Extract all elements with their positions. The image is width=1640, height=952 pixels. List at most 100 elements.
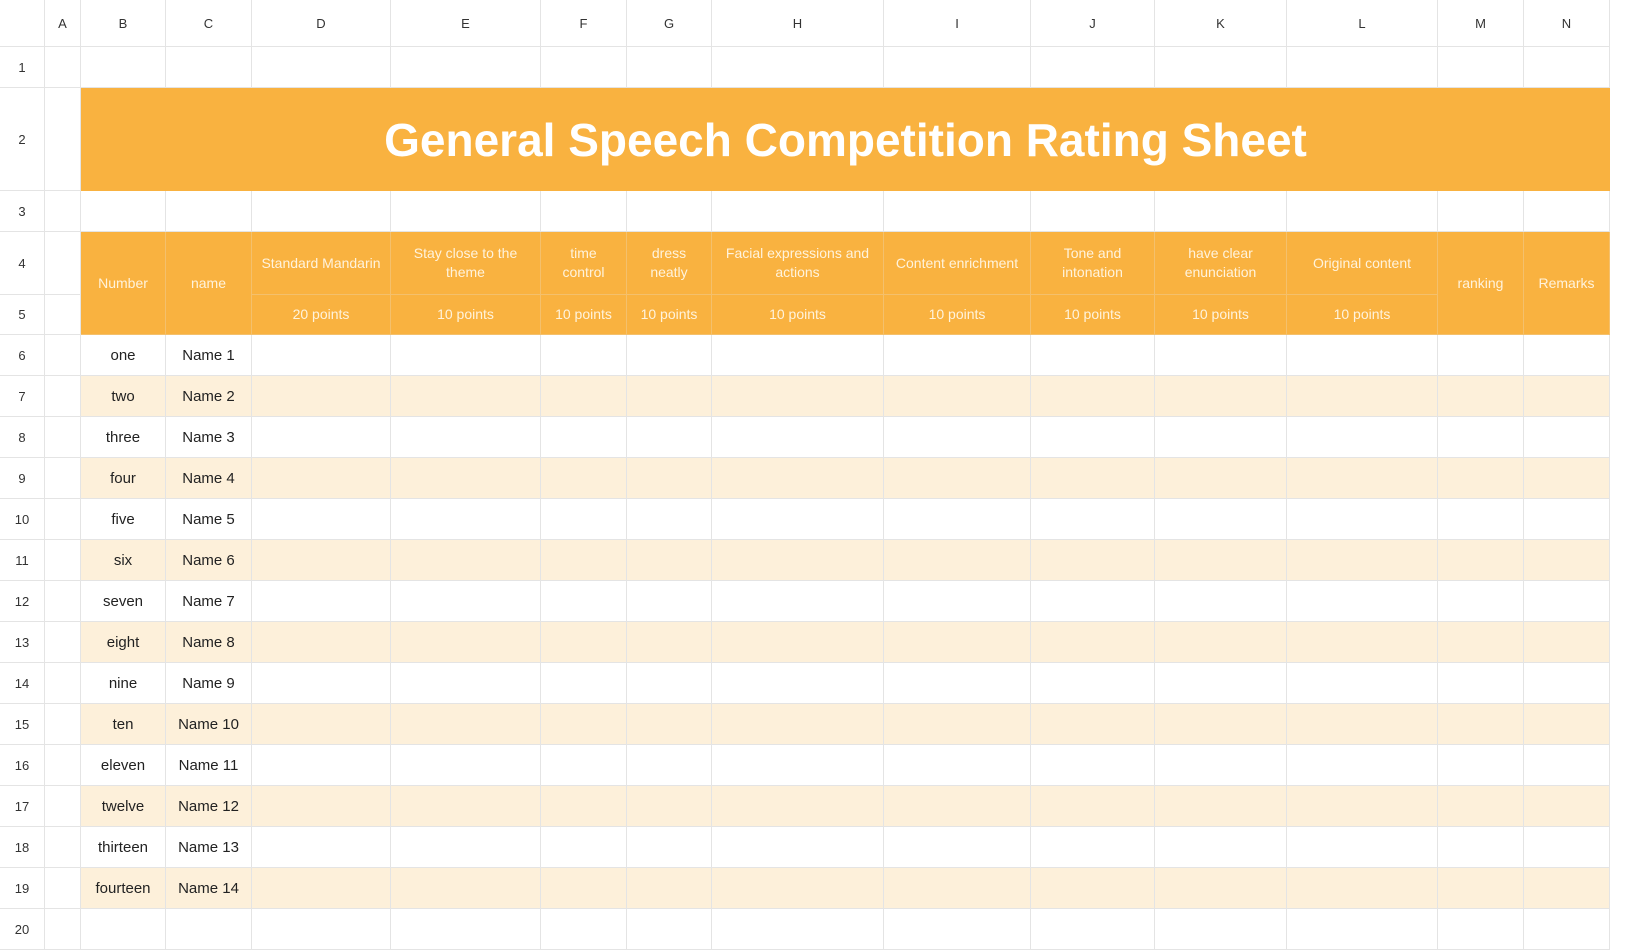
- header-cell[interactable]: Remarks: [1524, 232, 1610, 335]
- score-cell[interactable]: [884, 499, 1031, 540]
- score-cell[interactable]: [884, 335, 1031, 376]
- score-cell[interactable]: [1438, 335, 1524, 376]
- row-header[interactable]: 10: [0, 499, 45, 540]
- cell[interactable]: [45, 786, 81, 827]
- score-cell[interactable]: [1287, 499, 1438, 540]
- score-cell[interactable]: [1155, 868, 1287, 909]
- score-cell[interactable]: [1031, 704, 1155, 745]
- name-cell[interactable]: Name 5: [166, 499, 252, 540]
- name-cell[interactable]: Name 4: [166, 458, 252, 499]
- cell[interactable]: [1524, 47, 1610, 88]
- cell[interactable]: [1031, 191, 1155, 232]
- cell[interactable]: [391, 191, 541, 232]
- cell[interactable]: [81, 909, 166, 950]
- cell[interactable]: [541, 47, 627, 88]
- cell[interactable]: [541, 191, 627, 232]
- row-header[interactable]: 19: [0, 868, 45, 909]
- score-cell[interactable]: [884, 417, 1031, 458]
- score-cell[interactable]: [391, 704, 541, 745]
- score-cell[interactable]: [1155, 786, 1287, 827]
- score-cell[interactable]: [1031, 376, 1155, 417]
- criterion-points[interactable]: 10 points: [1287, 295, 1438, 335]
- score-cell[interactable]: [391, 745, 541, 786]
- score-cell[interactable]: [1438, 622, 1524, 663]
- score-cell[interactable]: [884, 786, 1031, 827]
- cell[interactable]: [45, 232, 81, 295]
- number-cell[interactable]: three: [81, 417, 166, 458]
- row-header[interactable]: 13: [0, 622, 45, 663]
- score-cell[interactable]: [1438, 458, 1524, 499]
- score-cell[interactable]: [712, 581, 884, 622]
- score-cell[interactable]: [884, 868, 1031, 909]
- score-cell[interactable]: [541, 827, 627, 868]
- name-cell[interactable]: Name 8: [166, 622, 252, 663]
- score-cell[interactable]: [541, 786, 627, 827]
- cell[interactable]: [1287, 191, 1438, 232]
- score-cell[interactable]: [541, 581, 627, 622]
- cell[interactable]: [712, 909, 884, 950]
- score-cell[interactable]: [1524, 417, 1610, 458]
- row-header[interactable]: 8: [0, 417, 45, 458]
- score-cell[interactable]: [252, 335, 391, 376]
- score-cell[interactable]: [884, 663, 1031, 704]
- score-cell[interactable]: [1524, 581, 1610, 622]
- cell[interactable]: [45, 88, 81, 191]
- cell[interactable]: [45, 704, 81, 745]
- score-cell[interactable]: [1031, 868, 1155, 909]
- cell[interactable]: [45, 47, 81, 88]
- row-header[interactable]: 20: [0, 909, 45, 950]
- score-cell[interactable]: [1155, 745, 1287, 786]
- score-cell[interactable]: [1438, 663, 1524, 704]
- score-cell[interactable]: [627, 581, 712, 622]
- score-cell[interactable]: [1524, 745, 1610, 786]
- header-cell[interactable]: Number: [81, 232, 166, 335]
- row-header[interactable]: 1: [0, 47, 45, 88]
- cell[interactable]: [45, 335, 81, 376]
- score-cell[interactable]: [712, 868, 884, 909]
- score-cell[interactable]: [541, 663, 627, 704]
- score-cell[interactable]: [712, 827, 884, 868]
- cell[interactable]: [884, 909, 1031, 950]
- score-cell[interactable]: [884, 540, 1031, 581]
- cell[interactable]: [1031, 909, 1155, 950]
- cell[interactable]: [627, 191, 712, 232]
- criterion-points[interactable]: 10 points: [541, 295, 627, 335]
- cell[interactable]: [81, 191, 166, 232]
- name-cell[interactable]: Name 1: [166, 335, 252, 376]
- score-cell[interactable]: [252, 663, 391, 704]
- number-cell[interactable]: eleven: [81, 745, 166, 786]
- cell[interactable]: [45, 745, 81, 786]
- score-cell[interactable]: [1438, 417, 1524, 458]
- score-cell[interactable]: [1155, 417, 1287, 458]
- score-cell[interactable]: [627, 622, 712, 663]
- score-cell[interactable]: [1031, 458, 1155, 499]
- name-cell[interactable]: Name 9: [166, 663, 252, 704]
- score-cell[interactable]: [252, 499, 391, 540]
- cell[interactable]: [1438, 909, 1524, 950]
- score-cell[interactable]: [1438, 499, 1524, 540]
- score-cell[interactable]: [1287, 827, 1438, 868]
- score-cell[interactable]: [1287, 704, 1438, 745]
- score-cell[interactable]: [1524, 540, 1610, 581]
- row-header[interactable]: 15: [0, 704, 45, 745]
- score-cell[interactable]: [252, 540, 391, 581]
- score-cell[interactable]: [1031, 499, 1155, 540]
- row-header[interactable]: 16: [0, 745, 45, 786]
- cell[interactable]: [884, 191, 1031, 232]
- score-cell[interactable]: [884, 745, 1031, 786]
- score-cell[interactable]: [391, 335, 541, 376]
- score-cell[interactable]: [391, 540, 541, 581]
- score-cell[interactable]: [1155, 540, 1287, 581]
- number-cell[interactable]: two: [81, 376, 166, 417]
- score-cell[interactable]: [1287, 581, 1438, 622]
- cell[interactable]: [1155, 191, 1287, 232]
- score-cell[interactable]: [391, 417, 541, 458]
- score-cell[interactable]: [712, 540, 884, 581]
- score-cell[interactable]: [1524, 458, 1610, 499]
- score-cell[interactable]: [627, 458, 712, 499]
- row-header[interactable]: 9: [0, 458, 45, 499]
- score-cell[interactable]: [627, 704, 712, 745]
- score-cell[interactable]: [252, 622, 391, 663]
- score-cell[interactable]: [1031, 827, 1155, 868]
- score-cell[interactable]: [391, 827, 541, 868]
